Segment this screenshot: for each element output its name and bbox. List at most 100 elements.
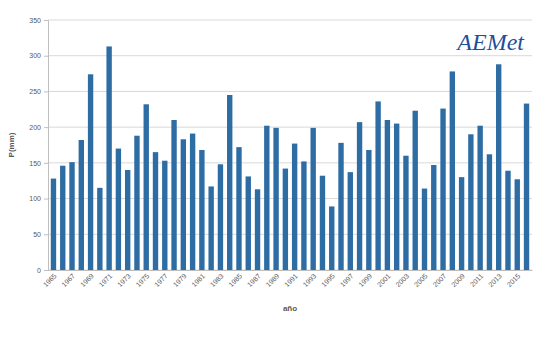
y-tick-label: 150 <box>29 160 41 167</box>
grid <box>48 20 532 270</box>
x-axis: 1965196719691971197319751977197919811983… <box>42 270 533 288</box>
x-tick-label: 2005 <box>413 272 429 288</box>
y-tick-label: 50 <box>33 231 41 238</box>
x-tick-label: 1997 <box>339 272 355 288</box>
x-tick: 1997 <box>339 270 355 288</box>
x-tick-label: 2003 <box>394 272 410 288</box>
x-tick-label: 2009 <box>450 272 466 288</box>
y-tick: 50 <box>33 231 48 238</box>
y-tick-label: 0 <box>37 267 41 274</box>
x-tick-label: 1981 <box>190 272 206 288</box>
bar <box>236 147 241 270</box>
x-tick-label: 1993 <box>302 272 318 288</box>
y-tick-mark <box>44 20 48 21</box>
x-tick: 2005 <box>413 270 429 288</box>
bar <box>524 104 529 270</box>
x-tick: 1979 <box>172 270 188 288</box>
x-tick: 1991 <box>283 270 299 288</box>
y-tick: 200 <box>29 124 48 131</box>
bar <box>292 144 297 270</box>
bar <box>273 128 278 270</box>
grid-line <box>48 127 532 128</box>
x-tick: 1973 <box>116 270 132 288</box>
x-tick: 1995 <box>320 270 336 288</box>
x-tick: 1999 <box>357 270 373 288</box>
bar <box>144 104 149 270</box>
bar <box>329 206 334 270</box>
bars <box>51 46 529 270</box>
chart: 0501001502002503003501965196719691971197… <box>0 0 550 349</box>
x-tick: 1987 <box>246 270 262 288</box>
x-tick: 2001 <box>376 270 392 288</box>
bar <box>199 150 204 270</box>
x-tick: 2011 <box>469 270 485 288</box>
x-tick-label: 1995 <box>320 272 336 288</box>
bar <box>97 188 102 270</box>
x-tick-label: 2011 <box>469 272 485 288</box>
x-tick: 1965 <box>42 270 58 288</box>
bar <box>255 189 260 270</box>
bar <box>79 140 84 270</box>
bar <box>60 166 65 270</box>
bar <box>477 126 482 270</box>
bar <box>69 162 74 270</box>
x-tick-label: 1969 <box>79 272 95 288</box>
x-tick-label: 2015 <box>506 272 522 288</box>
y-tick-label: 250 <box>29 88 41 95</box>
y-tick: 250 <box>29 88 48 95</box>
bar <box>487 154 492 270</box>
x-tick: 1977 <box>153 270 169 288</box>
x-tick-label: 1973 <box>116 272 132 288</box>
x-tick-label: 2001 <box>376 272 392 288</box>
y-tick-label: 100 <box>29 195 41 202</box>
x-tick: 2013 <box>487 270 503 288</box>
y-tick: 150 <box>29 160 48 167</box>
y-tick: 0 <box>37 267 48 274</box>
bar <box>51 179 56 270</box>
x-tick-label: 1965 <box>42 272 58 288</box>
y-tick-mark <box>44 270 48 271</box>
bar <box>116 149 121 270</box>
x-tick-label: 1987 <box>246 272 262 288</box>
grid-line <box>48 55 532 56</box>
y-tick-mark <box>44 234 48 235</box>
bar <box>348 172 353 270</box>
x-tick: 1971 <box>97 270 113 288</box>
bar <box>413 111 418 270</box>
y-axis-line <box>44 21 49 271</box>
plot: 0501001502002503003501965196719691971197… <box>29 17 532 289</box>
x-tick-label: 1989 <box>264 272 280 288</box>
bar <box>366 150 371 270</box>
x-tick: 1981 <box>190 270 206 288</box>
bar <box>394 124 399 270</box>
bar <box>505 171 510 270</box>
x-tick-label: 2007 <box>431 272 447 288</box>
x-tick: 1983 <box>209 270 225 288</box>
y-tick-mark <box>44 91 48 92</box>
y-tick: 100 <box>29 195 48 202</box>
y-tick: 350 <box>29 17 48 24</box>
x-tick: 1989 <box>264 270 280 288</box>
y-tick-label: 350 <box>29 17 41 24</box>
x-tick: 2015 <box>506 270 522 288</box>
x-tick: 1975 <box>135 270 151 288</box>
bar <box>171 120 176 270</box>
bar <box>468 134 473 270</box>
bar <box>246 176 251 270</box>
bar <box>190 134 195 270</box>
bar <box>208 186 213 270</box>
bar <box>459 177 464 270</box>
x-tick: 2007 <box>431 270 447 288</box>
y-tick-label: 200 <box>29 124 41 131</box>
bar <box>134 136 139 270</box>
x-tick-label: 1983 <box>209 272 225 288</box>
x-tick: 1967 <box>60 270 76 288</box>
bar <box>320 176 325 270</box>
bar <box>301 161 306 270</box>
bar <box>515 179 520 270</box>
y-axis-title: P(mm) <box>7 132 16 157</box>
y-tick-mark <box>44 199 48 200</box>
bar <box>283 169 288 270</box>
y-tick: 300 <box>29 52 48 59</box>
bar <box>162 161 167 270</box>
